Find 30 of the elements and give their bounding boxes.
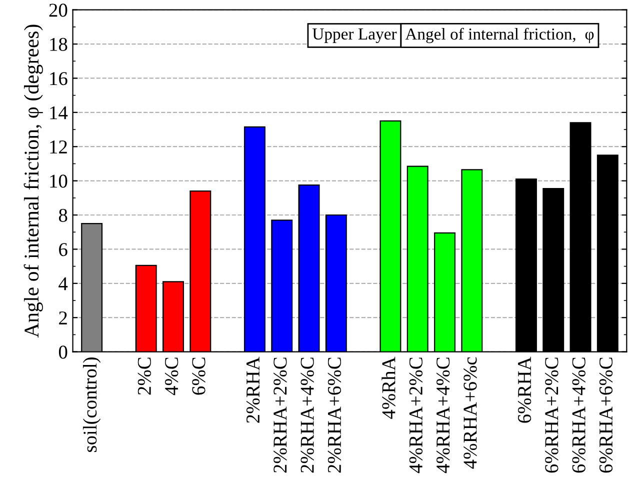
y-tick-label: 6	[59, 243, 68, 256]
y-tick-label: 8	[58, 208, 68, 222]
y-tick-label: 14	[50, 106, 68, 120]
y-tick-label: 18	[50, 38, 68, 51]
x-tick-label: 2%RHA+4%C	[300, 358, 314, 473]
y-tick-label: 2	[59, 311, 67, 324]
x-tick-label: 2%RHA+6%C	[328, 358, 342, 473]
x-tick-label: 2%C	[138, 358, 152, 395]
annotation: Upper Layer	[312, 28, 397, 44]
x-tick-label: 4%C	[165, 358, 178, 396]
y-tick-label: 12	[50, 140, 67, 154]
x-tick-label: 6%RHA+6%C	[599, 358, 613, 473]
annotation: Angel of internal friction, φ	[405, 28, 594, 44]
y-tick-label: 4	[58, 277, 68, 290]
x-tick-label: 4%RHA+4%C	[436, 358, 450, 474]
x-tick-label: 2%RHA+2%C	[274, 358, 287, 473]
x-tick-label: 6%RHA+4%C	[572, 358, 586, 473]
x-tick-label: 2%RHA	[246, 356, 260, 423]
y-tick-label: 0	[58, 346, 68, 359]
x-tick-label: 4%RHA+2%C	[409, 358, 423, 474]
y-tick-label: 10	[50, 174, 68, 188]
x-tick-label: 6%RHA+2%C	[545, 358, 558, 473]
y-tick-label: 20	[49, 4, 68, 17]
x-tick-label: 4%RHA+6%c	[464, 357, 477, 469]
y-axis-title: Angle of internal friction, φ (degrees)	[24, 24, 43, 338]
x-tick-label: 4%RhA	[382, 356, 396, 419]
x-tick-label: 6%RHA	[518, 356, 532, 423]
y-tick-label: 16	[50, 72, 68, 86]
x-tick-label: 6%C	[192, 358, 206, 395]
x-tick-label: soil(control)	[82, 357, 101, 452]
